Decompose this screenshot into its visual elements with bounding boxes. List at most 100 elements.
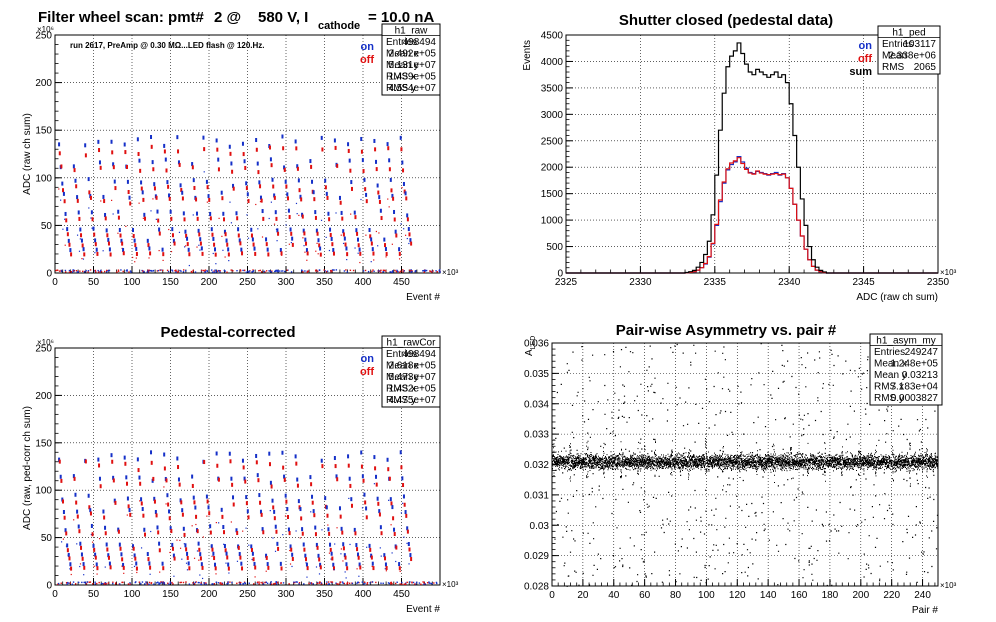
data-point-pedestal	[248, 270, 251, 272]
data-point-pedestal	[343, 270, 346, 272]
data-point-sparse	[342, 560, 344, 562]
data-point-off	[135, 251, 138, 256]
data-point-off	[162, 252, 165, 257]
data-point-sparse	[196, 550, 199, 552]
x-tick-label: 300	[278, 589, 295, 600]
data-point-off	[117, 215, 120, 220]
data-point-on	[340, 210, 343, 215]
y-tick-label: 0.031	[524, 490, 549, 501]
data-point-on	[361, 158, 364, 163]
data-point-on	[61, 181, 64, 186]
chart-title: Pedestal-corrected	[160, 324, 295, 341]
data-point-pedestal	[60, 270, 63, 273]
data-point-off	[313, 197, 316, 202]
data-point-off	[60, 164, 63, 169]
chart-raw-adc: 0 50 100 150 200 250 300 350 400 4500501001502002…	[22, 9, 459, 303]
data-point-on	[105, 542, 108, 547]
data-point-on	[330, 236, 333, 241]
data-point-off	[193, 500, 196, 505]
data-point-off	[99, 165, 102, 170]
data-point-off	[216, 463, 219, 468]
data-point-pedestal	[121, 581, 123, 584]
data-point-off	[147, 243, 150, 248]
data-point-pedestal	[68, 271, 71, 273]
data-point-pedestal	[244, 582, 247, 585]
data-point-pedestal	[188, 583, 191, 585]
data-point-pedestal	[382, 271, 384, 273]
data-point-on	[373, 138, 376, 143]
data-point-on	[332, 562, 335, 567]
data-point-pedestal	[268, 270, 270, 272]
data-point-pedestal	[312, 583, 314, 585]
data-point-off	[314, 532, 317, 537]
data-point-on	[228, 451, 231, 456]
data-point-sparse	[192, 214, 194, 216]
data-point-off	[272, 505, 275, 510]
data-point-pedestal	[389, 271, 391, 273]
data-point-pedestal	[177, 270, 180, 273]
data-point-pedestal	[333, 269, 335, 271]
data-point-sparse	[104, 566, 106, 568]
data-point-on	[301, 527, 304, 532]
data-point-pedestal	[224, 270, 226, 272]
data-point-pedestal	[346, 271, 349, 273]
data-point-sparse	[126, 514, 128, 516]
data-point-off	[88, 505, 91, 510]
stats-box-key: Entries	[874, 347, 905, 358]
data-point-off	[270, 163, 273, 168]
data-point-sparse	[247, 237, 250, 239]
data-point-sparse	[221, 235, 223, 237]
data-point-pedestal	[107, 270, 109, 272]
data-point-off	[137, 151, 140, 156]
data-point-sparse	[328, 249, 331, 252]
data-point-sparse	[78, 250, 81, 252]
data-point-pedestal	[66, 583, 68, 585]
data-point-pedestal	[330, 581, 332, 583]
data-point-on	[355, 228, 358, 233]
data-point-off	[153, 186, 156, 191]
data-point-pedestal	[260, 581, 262, 584]
data-point-on	[140, 180, 143, 185]
data-point-off	[339, 200, 342, 205]
data-point-sparse	[281, 254, 283, 256]
data-point-pedestal	[163, 581, 165, 584]
data-point-pedestal	[227, 581, 229, 583]
stats-box-key: Entries	[882, 39, 913, 50]
data-point-off	[364, 187, 367, 192]
data-point-pedestal	[325, 582, 328, 585]
data-point-sparse	[90, 217, 92, 219]
data-point-sparse	[60, 541, 63, 543]
data-point-pedestal	[150, 582, 153, 584]
data-point-on	[371, 247, 374, 252]
x-exponent: ×10³	[442, 268, 459, 277]
data-point-on	[146, 552, 149, 557]
data-point-pedestal	[316, 270, 319, 272]
data-point-pedestal	[264, 271, 266, 273]
data-point-off	[265, 555, 268, 560]
data-point-on	[375, 474, 378, 479]
data-point-on	[172, 553, 175, 558]
data-point-on	[409, 238, 412, 243]
data-point-off	[265, 242, 268, 247]
data-point-pedestal	[295, 581, 297, 583]
chart-pairwise-asymmetry: 0 20 40 60 80 100 120 140 160 180 200 220 2400.0280.…	[524, 322, 957, 616]
data-point-pedestal	[423, 582, 425, 584]
data-point-off	[208, 197, 211, 202]
data-point-on	[391, 505, 394, 510]
data-point-sparse	[373, 483, 376, 485]
y-axis-label: ADC (raw ch sum)	[22, 113, 33, 195]
data-point-off	[316, 231, 319, 236]
data-point-sparse	[315, 250, 317, 252]
data-point-off	[221, 514, 224, 519]
x-tick-label: 2330	[629, 277, 652, 288]
data-point-off	[165, 168, 168, 173]
data-point-off	[66, 548, 69, 553]
data-point-pedestal	[369, 582, 371, 584]
data-point-pedestal	[219, 582, 221, 584]
data-point-off	[369, 547, 372, 552]
data-point-pedestal	[94, 581, 96, 583]
data-point-sparse	[236, 560, 239, 562]
data-point-sparse	[155, 218, 157, 220]
data-point-on	[253, 562, 256, 567]
data-point-on	[342, 229, 345, 234]
